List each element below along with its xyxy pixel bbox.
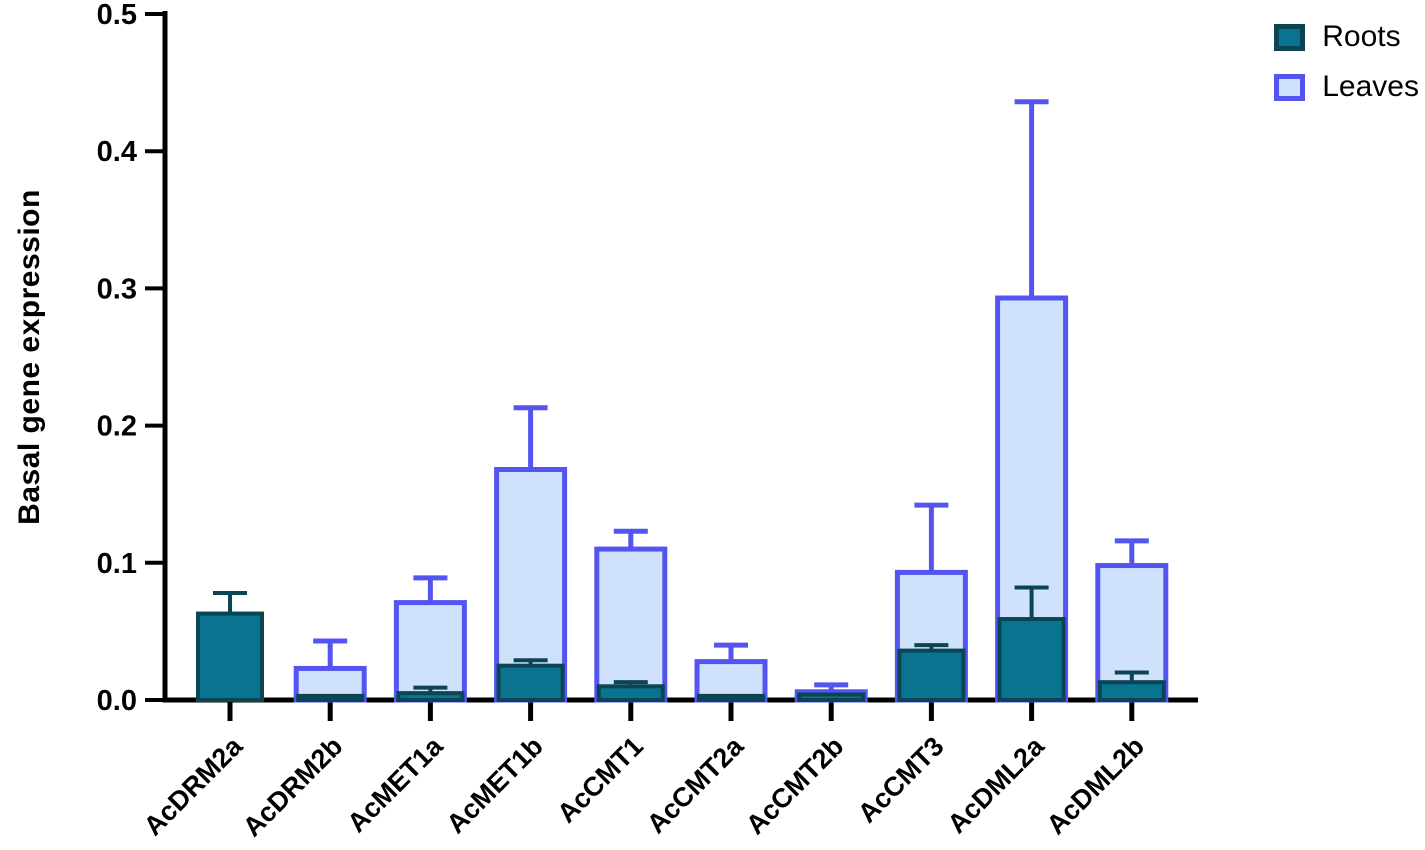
legend-swatch-leaves-icon	[1274, 73, 1306, 101]
y-tick-label: 0.3	[97, 273, 137, 305]
y-tick-label: 0.1	[97, 548, 137, 580]
bar-leaves-AcCMT1	[594, 546, 668, 703]
x-tick-label: AcCMT1	[551, 731, 649, 829]
x-tick-label: AcCMT2b	[740, 731, 849, 840]
bar-roots-AcDRM2a	[196, 611, 264, 703]
legend-item-leaves: Leaves	[1274, 72, 1419, 102]
x-tick-label: AcMET1a	[341, 730, 449, 838]
bar-roots-AcMET1a	[396, 691, 465, 703]
legend: Roots Leaves	[1274, 22, 1419, 102]
bar-leaves-AcMET1a	[393, 600, 467, 703]
x-tick-label: AcDML2a	[942, 730, 1051, 839]
x-tick-label: AcMET1b	[441, 731, 549, 839]
y-tick-label: 0.2	[97, 411, 137, 443]
bar-roots-AcDRM2b	[296, 693, 365, 702]
bar-roots-AcDML2a	[997, 617, 1066, 702]
y-tick-label: 0.5	[97, 0, 137, 31]
x-tick-label: AcCMT3	[852, 731, 950, 829]
legend-item-roots: Roots	[1274, 22, 1419, 52]
x-tick-label: AcDRM2b	[237, 731, 348, 842]
x-tick-label: AcDML2b	[1041, 731, 1150, 840]
x-tick-label: AcCMT2a	[641, 730, 750, 839]
legend-label-leaves: Leaves	[1322, 70, 1419, 103]
bar-roots-AcMET1b	[496, 663, 565, 703]
legend-label-roots: Roots	[1322, 20, 1401, 53]
bar-roots-AcCMT3	[897, 648, 966, 702]
y-tick-label: 0.4	[97, 136, 137, 168]
x-tick-label: AcDRM2a	[138, 730, 249, 841]
y-tick-label: 0.0	[97, 685, 137, 717]
bar-roots-AcCMT2a	[697, 693, 765, 702]
bar-roots-AcDML2b	[1097, 680, 1166, 703]
legend-swatch-roots-icon	[1274, 23, 1306, 51]
bar-roots-AcCMT2b	[797, 692, 866, 703]
bar-roots-AcCMT1	[596, 684, 665, 703]
y-axis-title: Basal gene expression	[13, 189, 46, 525]
